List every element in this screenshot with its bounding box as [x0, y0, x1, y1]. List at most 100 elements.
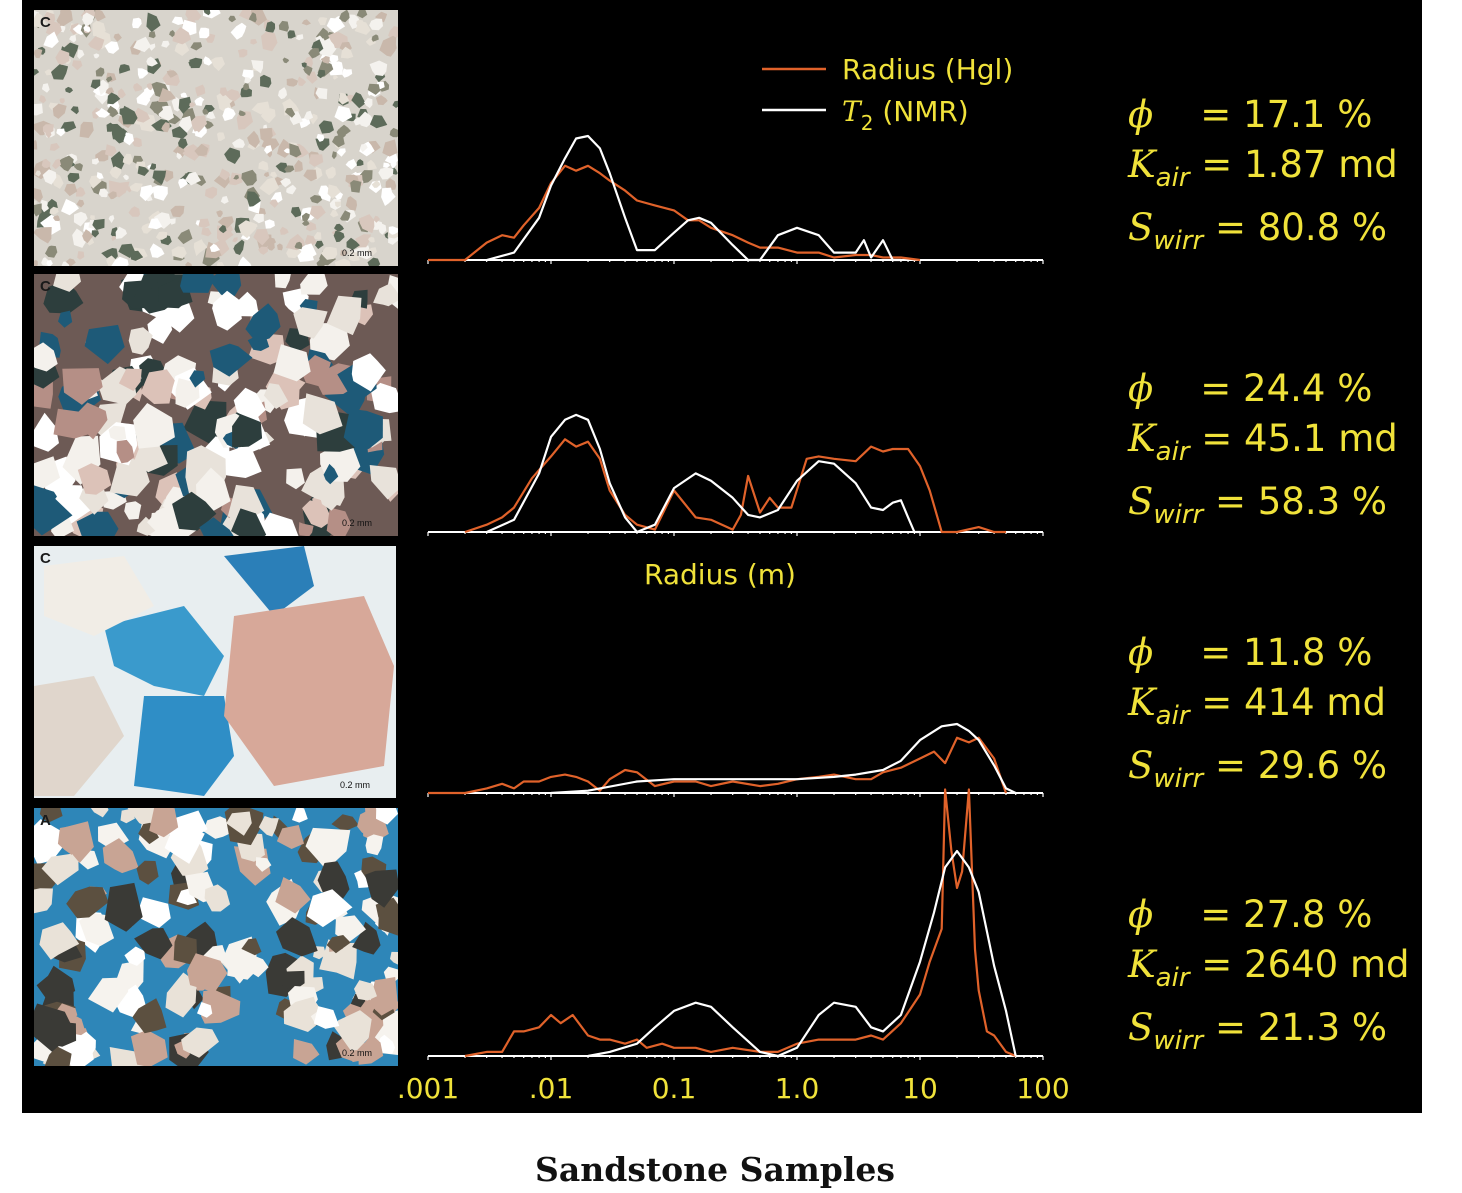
grain-shape [304, 56, 313, 68]
thin-section-image-2: C 0.2 mm [34, 274, 398, 536]
grain-shape [341, 68, 353, 78]
grain-shape [185, 261, 192, 266]
grain-shape [305, 827, 351, 870]
grain-shape [169, 218, 176, 225]
grain-shape [100, 190, 108, 198]
grain-shape [265, 21, 276, 33]
grain-shape [34, 888, 53, 914]
grain-shape [245, 303, 281, 343]
legend-hg-label: Radius (Hgl) [842, 53, 1013, 86]
grain-shape [367, 159, 378, 171]
grain-shape [233, 175, 239, 180]
grain-shape [95, 150, 109, 162]
grain-shape [294, 159, 303, 172]
grain-shape [378, 905, 398, 936]
grain-shape [354, 21, 371, 35]
grain-shape [308, 48, 320, 59]
grain-shape [232, 237, 238, 243]
grain-shape [369, 977, 398, 1016]
grain-shape [335, 190, 343, 200]
grain-shape [178, 274, 215, 293]
grain-shape [370, 382, 398, 414]
thin-section-image-3: C 0.2 mm [34, 546, 396, 798]
grain-shape [284, 165, 295, 173]
x-tick-label: 0.1 [652, 1072, 697, 1105]
grain-shape [289, 143, 302, 158]
grain-shape [355, 234, 371, 248]
grain-shape [130, 250, 144, 261]
grain-shape [98, 79, 109, 96]
x-tick-label: .01 [529, 1072, 574, 1105]
grain-shape [334, 223, 344, 232]
grain-shape [292, 808, 308, 823]
grain-shape [217, 132, 226, 141]
grain-shape [113, 33, 122, 42]
grain-shape [88, 36, 105, 51]
grain-shape [43, 280, 84, 314]
grain-shape [41, 158, 51, 168]
grain-shape [186, 953, 228, 993]
grain-shape [313, 1006, 340, 1029]
grain-shape [316, 134, 325, 142]
chart-panel-3 [427, 722, 1044, 797]
grain-shape [242, 69, 254, 81]
grain-shape [140, 369, 175, 404]
grain-shape [373, 283, 398, 307]
grain-shape [348, 14, 360, 29]
grain-shape [149, 243, 165, 258]
grain-shape [189, 370, 206, 388]
grain-shape [172, 27, 192, 45]
grain-shape [76, 511, 119, 536]
grain-shape [244, 76, 251, 84]
grain-shape [41, 852, 79, 886]
grain-shape [111, 123, 126, 140]
grain-shape [283, 996, 322, 1032]
grain-shape [375, 11, 388, 23]
grain-shape [130, 1029, 168, 1066]
grain-shape [163, 169, 174, 182]
scale-bar-label: 0.2 mm [339, 780, 370, 790]
thin-section-texture-4 [34, 808, 398, 1066]
grain-shape [373, 215, 380, 223]
grain-shape [323, 463, 339, 485]
grain-shape [53, 274, 81, 292]
grain-shape [309, 195, 323, 204]
sample-stats-2: ϕ = 24.4 % Kair = 45.1 md Swirr = 58.3 % [1128, 364, 1398, 540]
grain-shape [148, 31, 156, 39]
grain-shape [255, 512, 299, 536]
grain-shape [237, 256, 252, 266]
grain-shape [222, 107, 236, 121]
grain-shape [83, 25, 91, 33]
grain-shape [171, 246, 187, 259]
grain-shape [339, 10, 350, 23]
grain-shape [356, 159, 364, 166]
saturation-line: Swirr = 29.6 % [1128, 744, 1388, 794]
grain-shape [56, 10, 73, 28]
grain-shape [210, 56, 225, 72]
grain-shape [36, 965, 76, 1003]
grain-shape [203, 816, 233, 839]
grain-shape [73, 211, 88, 227]
grain-shape [108, 215, 115, 223]
x-tick-label: 10 [902, 1072, 938, 1105]
grain-shape [258, 246, 269, 255]
grain-shape [336, 129, 347, 139]
grain-shape [169, 30, 175, 38]
grain-shape [34, 260, 38, 266]
grain-shape [390, 951, 398, 965]
grain-shape [124, 501, 142, 520]
grain-shape [51, 64, 69, 80]
grain-shape [382, 139, 398, 157]
grain-shape [192, 121, 202, 132]
grain-shape [34, 12, 47, 28]
grain-shape [318, 120, 334, 134]
grain-shape [49, 143, 60, 151]
grain-shape [321, 247, 338, 260]
grain-shape [326, 935, 351, 954]
grain-shape [225, 446, 262, 478]
grain-shape [132, 17, 142, 29]
x-axis-label: Radius (m) [644, 558, 796, 591]
grain-shape [158, 278, 188, 309]
grain-shape [166, 70, 178, 78]
x-tick-label: 1.0 [775, 1072, 820, 1105]
